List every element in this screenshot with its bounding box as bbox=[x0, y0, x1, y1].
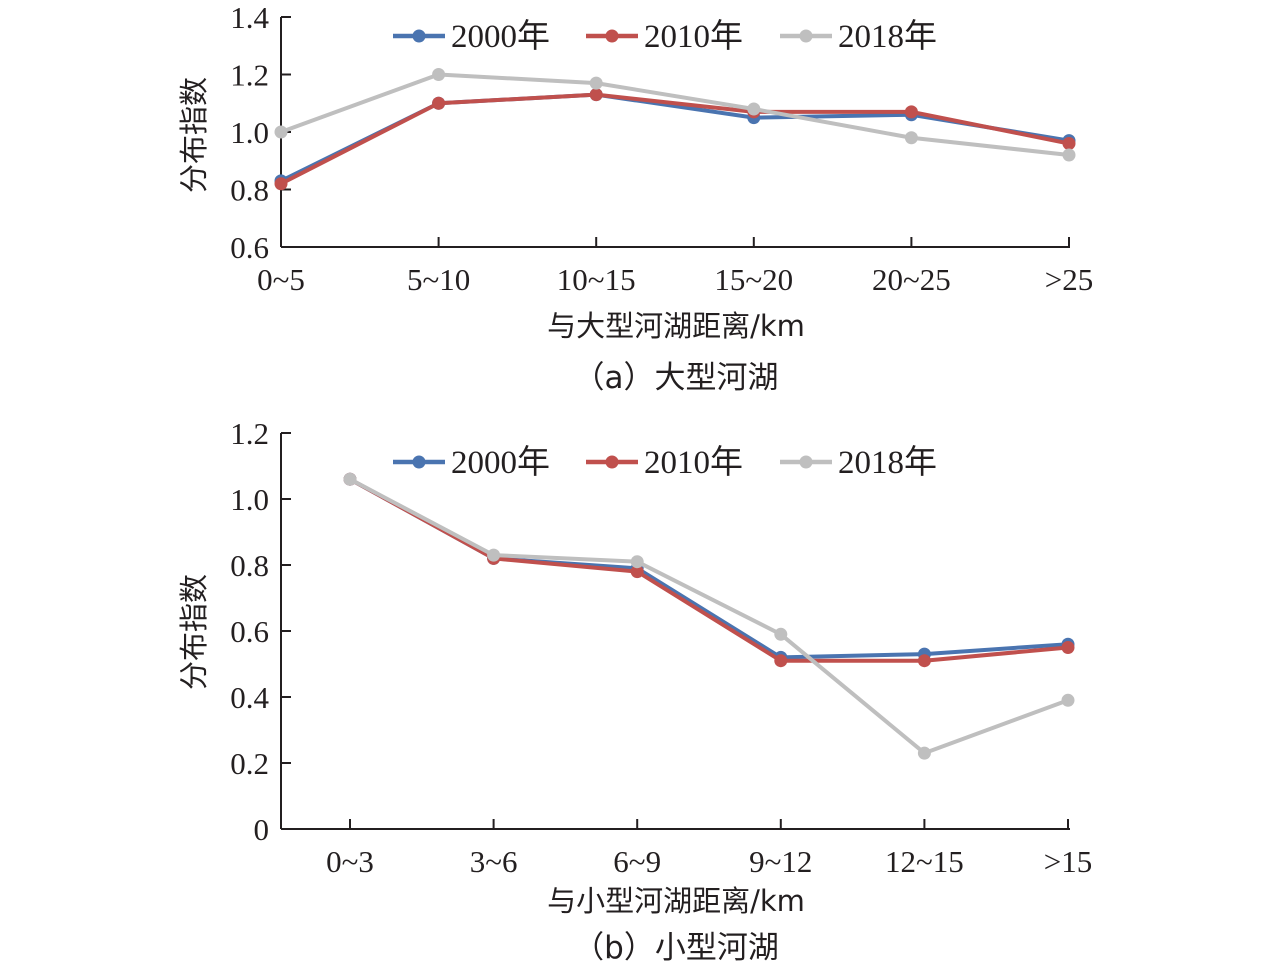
x-tick-label: 20~25 bbox=[872, 262, 951, 297]
legend-marker bbox=[605, 29, 619, 43]
series-line-1 bbox=[280, 92, 1070, 186]
y-tick-label: 1.2 bbox=[230, 58, 269, 93]
y-tick-label: 0.4 bbox=[230, 680, 269, 715]
x-tick-label: 0~5 bbox=[257, 262, 305, 297]
data-point bbox=[589, 88, 603, 102]
y-axis-label: 分布指数 bbox=[177, 77, 211, 193]
data-point bbox=[432, 68, 446, 81]
legend-marker bbox=[799, 455, 813, 469]
legend-label: 2000年 bbox=[451, 18, 550, 55]
data-point bbox=[343, 472, 357, 486]
data-point bbox=[274, 125, 288, 139]
data-point bbox=[274, 177, 288, 191]
x-axis-label: 与大型河湖距离/km bbox=[547, 309, 805, 343]
y-tick-label: 1.0 bbox=[230, 482, 269, 517]
x-tick-label: >15 bbox=[1044, 844, 1092, 879]
series-line-2 bbox=[280, 72, 1070, 157]
data-point bbox=[1061, 693, 1075, 707]
y-tick-label: 0.8 bbox=[230, 548, 269, 583]
chart-panel-a: 0.6 0.8 1.0 1.2 1.4 0~5 5~10 10~15 15~20 20~25 >25… bbox=[230, 0, 1093, 297]
legend-marker bbox=[799, 29, 813, 43]
series-line-0 bbox=[349, 477, 1069, 660]
legend-marker bbox=[605, 455, 619, 469]
x-tick-label: 5~10 bbox=[407, 262, 470, 297]
data-point bbox=[917, 654, 931, 668]
legend-label: 2018年 bbox=[838, 18, 937, 55]
y-tick-label: 0.6 bbox=[230, 230, 269, 265]
data-point bbox=[774, 654, 788, 668]
data-point bbox=[747, 102, 761, 116]
chart-panel-b: 0 0.2 0.4 0.6 0.8 1.0 1.2 0~3 3~6 6~9 9~12 12~15 >15… bbox=[230, 416, 1092, 879]
x-tick-label: 10~15 bbox=[557, 262, 636, 297]
legend-label: 2010年 bbox=[644, 444, 743, 481]
y-tick-label: 1.2 bbox=[230, 416, 269, 451]
caption: （b）小型河湖 bbox=[573, 930, 779, 966]
data-point bbox=[432, 96, 446, 110]
x-axis-label: 与小型河湖距离/km bbox=[547, 884, 805, 918]
y-tick-label: 0 bbox=[254, 812, 270, 847]
legend-label: 2010年 bbox=[644, 18, 743, 55]
x-tick-label: 12~15 bbox=[885, 844, 964, 879]
y-tick-label: 1.0 bbox=[230, 115, 269, 150]
series-line-1 bbox=[349, 477, 1069, 663]
legend-marker bbox=[412, 455, 426, 469]
legend-label: 2018年 bbox=[838, 444, 937, 481]
x-tick-label: 6~9 bbox=[613, 844, 661, 879]
caption: （a）大型河湖 bbox=[574, 360, 779, 396]
legend-label: 2000年 bbox=[451, 444, 550, 481]
data-point bbox=[487, 548, 501, 562]
y-tick-label: 0.8 bbox=[230, 173, 269, 208]
y-tick-label: 0.2 bbox=[230, 746, 269, 781]
data-point bbox=[774, 627, 788, 641]
x-tick-label: 9~12 bbox=[749, 844, 812, 879]
series-line-2 bbox=[349, 477, 1069, 756]
x-tick-label: 15~20 bbox=[714, 262, 793, 297]
x-tick-label: 0~3 bbox=[326, 844, 374, 879]
series-line-0 bbox=[280, 92, 1070, 183]
x-tick-label: >25 bbox=[1045, 262, 1093, 297]
data-point bbox=[1062, 148, 1076, 162]
data-point bbox=[904, 105, 918, 119]
data-point bbox=[1061, 641, 1075, 654]
legend-marker bbox=[412, 29, 426, 43]
y-tick-label: 1.4 bbox=[230, 0, 269, 35]
x-tick-label: 3~6 bbox=[470, 844, 518, 879]
data-point bbox=[630, 555, 644, 569]
data-point bbox=[630, 565, 644, 579]
data-point bbox=[904, 131, 918, 145]
data-point bbox=[917, 746, 931, 760]
data-point bbox=[1062, 137, 1076, 150]
y-axis-label: 分布指数 bbox=[177, 574, 211, 690]
data-point bbox=[589, 76, 603, 90]
y-tick-label: 0.6 bbox=[230, 614, 269, 649]
